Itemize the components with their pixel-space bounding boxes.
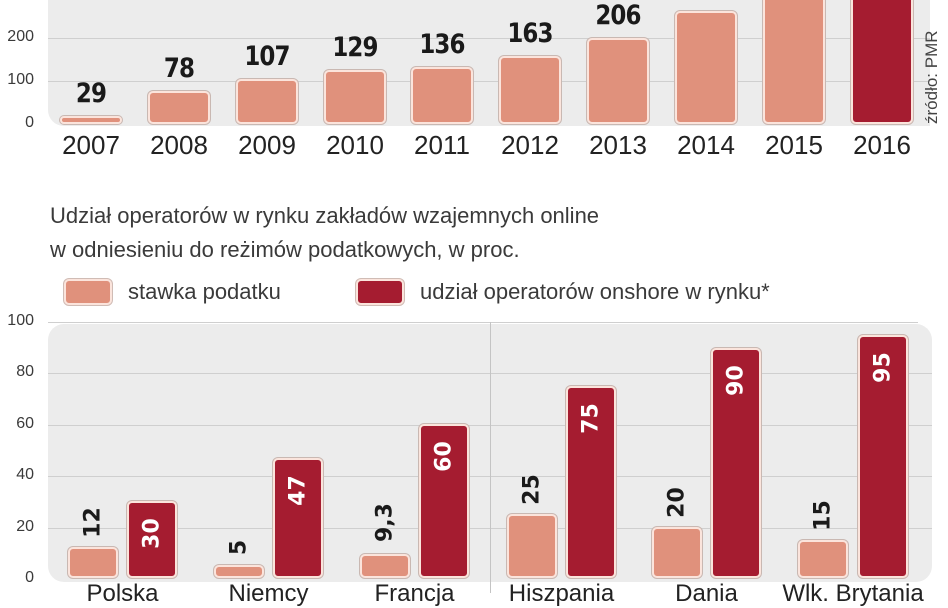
category-label: Niemcy [228, 580, 309, 607]
bar-2014 [675, 11, 737, 124]
bar-2011 [411, 67, 473, 124]
bar-share-hiszpania [566, 386, 616, 578]
category-label: Dania [675, 580, 738, 607]
bar-share-wlk-brytania [858, 334, 908, 578]
year-label-2016: 2016 [853, 130, 911, 160]
bar-share-niemcy [273, 457, 323, 578]
value-label-tax: 15 [810, 499, 836, 531]
value-label-share: 47 [285, 474, 311, 506]
bar-2009 [236, 79, 298, 124]
top-ytick-0: 0 [25, 114, 34, 131]
bottom-ytick-20: 20 [16, 518, 34, 535]
category-label: Hiszpania [508, 580, 615, 607]
bar-tax-hiszpania [507, 514, 557, 578]
year-label-2014: 2014 [677, 130, 735, 160]
legend-swatch-tax [64, 279, 112, 305]
value-label-share: 90 [723, 364, 749, 396]
value-label-2012: 163 [507, 18, 553, 49]
value-label-2008: 78 [163, 53, 195, 84]
category-label: Polska [86, 580, 159, 607]
bottom-ytick-100: 100 [7, 312, 34, 329]
bottom-ytick-60: 60 [16, 415, 34, 432]
year-label-2010: 2010 [326, 130, 384, 160]
group-divider [490, 322, 491, 593]
year-label-2011: 2011 [414, 130, 470, 160]
bottom-gridline-100 [48, 322, 918, 323]
legend-label-tax: stawka podatku [128, 279, 281, 304]
value-label-tax: 20 [664, 486, 690, 518]
value-label-tax: 25 [519, 474, 545, 505]
chart-title-line1: Udział operatorów w rynku zakładów wzaje… [50, 203, 600, 228]
year-label-2012: 2012 [501, 130, 559, 160]
legend-label-share: udział operatorów onshore w rynku* [420, 279, 770, 304]
value-label-2007: 29 [75, 78, 107, 109]
bar-share-francja [419, 424, 469, 578]
bar-2010 [324, 70, 386, 124]
year-label-2007: 2007 [62, 130, 120, 160]
legend-swatch-share [356, 279, 404, 305]
year-label-2015: 2015 [765, 130, 823, 160]
bar-share-polska [127, 501, 177, 578]
bar-tax-dania [652, 526, 702, 578]
year-label-2009: 2009 [238, 130, 296, 160]
value-label-2011: 136 [419, 29, 465, 60]
bottom-ytick-40: 40 [16, 466, 34, 483]
bar-2008 [148, 91, 210, 124]
year-label-2008: 2008 [150, 130, 208, 160]
value-label-2010: 129 [332, 32, 378, 63]
bar-tax-polska [68, 547, 118, 578]
bar-share-dania [711, 347, 761, 578]
source-label: źródło: PMR [922, 30, 941, 124]
bar-2016 [851, 0, 913, 124]
top-gridline-200 [48, 38, 930, 39]
year-label-2013: 2013 [589, 130, 647, 160]
category-label: Wlk. Brytania [782, 580, 924, 607]
bar-2015 [763, 0, 825, 124]
value-label-tax: 9,3 [372, 503, 398, 543]
bar-tax-niemcy [214, 565, 264, 578]
value-label-tax: 12 [80, 507, 106, 539]
value-label-share: 30 [139, 518, 165, 549]
value-label-2009: 107 [244, 41, 290, 72]
value-label-share: 60 [431, 441, 457, 473]
top-gridline-100 [48, 81, 930, 82]
category-label: Francja [374, 580, 455, 607]
top-ytick-100: 100 [7, 71, 34, 88]
chart-title-line2: w odniesieniu do reżimów podatkowych, w … [50, 237, 520, 262]
bar-2013 [587, 38, 649, 124]
value-label-tax: 5 [226, 540, 252, 556]
bar-2007 [60, 116, 122, 124]
value-label-share: 75 [578, 403, 604, 434]
bottom-ytick-80: 80 [16, 363, 34, 380]
bar-tax-francja [360, 554, 410, 578]
top-ytick-200: 200 [7, 28, 34, 45]
bottom-ytick-0: 0 [25, 569, 34, 586]
value-label-share: 95 [870, 351, 896, 383]
bar-2012 [499, 56, 561, 124]
value-label-2013: 206 [595, 0, 641, 31]
bar-tax-wlk-brytania [798, 539, 848, 578]
